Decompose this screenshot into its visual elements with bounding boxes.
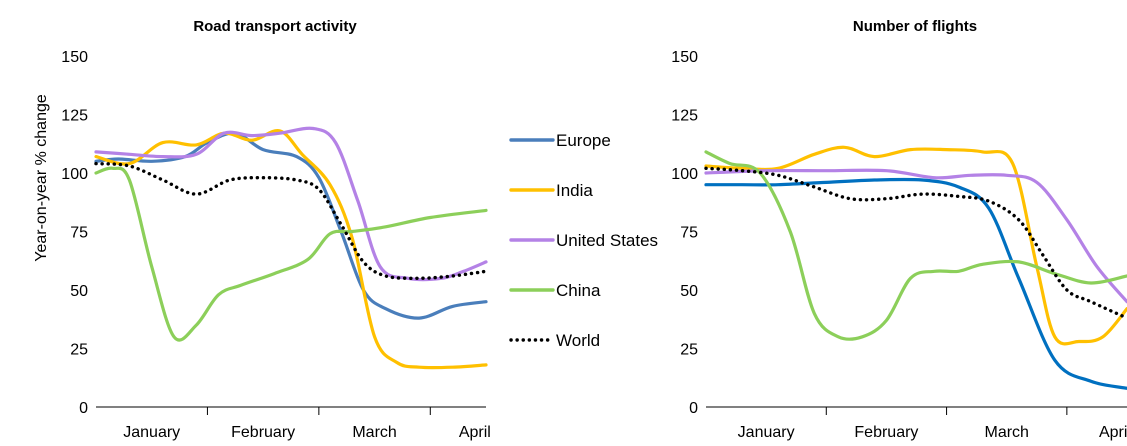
legend-item-china: China <box>509 281 601 300</box>
series-line-world <box>94 161 488 281</box>
legend-item-united-states: United States <box>509 231 658 250</box>
series-line-china <box>94 166 488 342</box>
series-line-united-states <box>94 126 488 282</box>
series-group <box>94 126 488 370</box>
x-tick-label: February <box>854 424 918 441</box>
legend-label: United States <box>556 231 658 250</box>
series-line-europe <box>704 177 1127 390</box>
y-tick-label: 125 <box>671 108 698 125</box>
y-tick-label: 100 <box>671 166 698 183</box>
y-tick-label: 75 <box>680 225 698 242</box>
chart-panel-1: Road transport activity 0 25 50 75 100 125 150 J… <box>61 18 491 441</box>
y-tick-label: 100 <box>61 166 88 183</box>
y-tick-label: 125 <box>61 108 88 125</box>
chart-title: Number of flights <box>853 18 977 35</box>
y-axis-label: Year-on-year % change <box>33 94 50 262</box>
series-line-china <box>704 150 1127 341</box>
y-tick-label: 0 <box>79 400 88 417</box>
series-line-india <box>704 145 1127 346</box>
x-tick-label: April <box>459 424 491 441</box>
x-tick-label: March <box>984 424 1028 441</box>
chart-title: Road transport activity <box>193 18 357 35</box>
chart-panel-2: Number of flights 0 25 50 75 100 125 150 January… <box>671 18 1127 441</box>
legend-label: China <box>556 281 601 300</box>
legend: Europe India United States China World <box>509 131 658 350</box>
series-line-india <box>94 129 488 370</box>
series-line-europe <box>94 131 488 320</box>
y-tick-label: 25 <box>680 342 698 359</box>
series-line-united-states <box>704 168 1127 304</box>
legend-label: Europe <box>556 131 611 150</box>
y-tick-label: 50 <box>70 283 88 300</box>
x-tick-label: January <box>738 424 795 441</box>
legend-item-india: India <box>509 181 593 200</box>
y-tick-label: 25 <box>70 342 88 359</box>
x-tick-label: February <box>231 424 295 441</box>
x-tick-label: April <box>1099 424 1127 441</box>
series-line-world <box>704 166 1127 320</box>
y-tick-label: 0 <box>689 400 698 417</box>
legend-label: India <box>556 181 593 200</box>
legend-item-world: World <box>509 331 600 350</box>
y-tick-label: 50 <box>680 283 698 300</box>
x-tick-label: January <box>123 424 180 441</box>
y-tick-label: 150 <box>671 49 698 66</box>
y-tick-label: 150 <box>61 49 88 66</box>
y-tick-label: 75 <box>70 225 88 242</box>
series-group <box>704 145 1127 390</box>
legend-item-europe: Europe <box>509 131 611 150</box>
legend-label: World <box>556 331 600 350</box>
x-tick-label: March <box>352 424 396 441</box>
